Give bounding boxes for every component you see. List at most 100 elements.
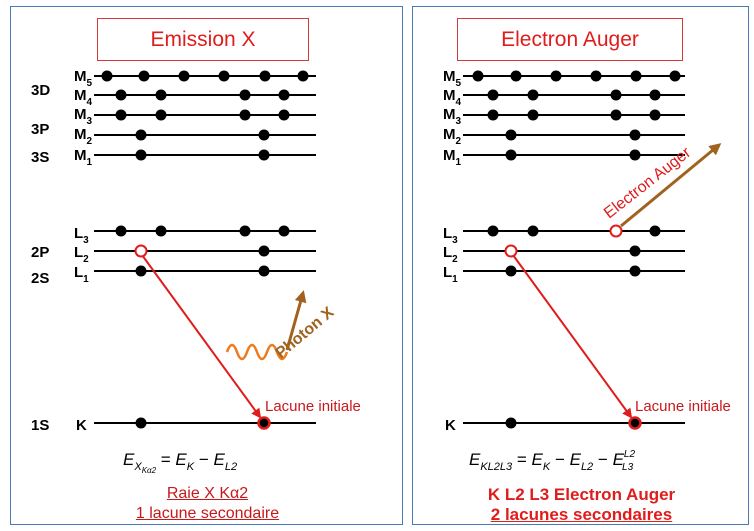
electron: [155, 225, 167, 237]
shell-label-2s: 2S: [31, 270, 49, 287]
electron: [138, 70, 150, 82]
level-label-m2: M2: [443, 126, 462, 147]
level-label-m2: M2: [74, 126, 93, 147]
emission-diagram: 3D 3P 3S 2P 2S 1S M5 M4 M3 M2 M1 L3 L2 L…: [31, 68, 361, 475]
level-label-m1: M1: [443, 147, 462, 168]
electron: [278, 225, 290, 237]
electron: [258, 129, 270, 141]
electron: [487, 225, 499, 237]
electron: [669, 70, 681, 82]
electron: [258, 245, 270, 257]
electron: [297, 70, 309, 82]
electrons: [101, 70, 309, 429]
electron: [278, 109, 290, 121]
electron: [487, 109, 499, 121]
level-label-l2: L2: [443, 244, 458, 265]
transition-arrow: [512, 254, 633, 419]
electron-auger-panel: Electron Auger M5 M4 M3 M2 M1 L3 L2 L1 K: [412, 6, 749, 525]
secondary-vacancy: [134, 244, 148, 258]
shell-label-3p: 3P: [31, 121, 49, 138]
initial-vacancy: [628, 416, 642, 430]
electrons: [472, 70, 681, 429]
shell-label-3d: 3D: [31, 82, 50, 99]
electron: [135, 149, 147, 161]
energy-equation: EXKα2 = EK − EL2: [123, 450, 237, 475]
electron: [258, 265, 270, 277]
electron: [135, 129, 147, 141]
electron: [527, 109, 539, 121]
electron: [610, 89, 622, 101]
electron: [527, 89, 539, 101]
level-label-m5: M5: [443, 68, 462, 89]
electron: [135, 417, 147, 429]
electron: [115, 225, 127, 237]
level-label-l3: L3: [443, 225, 458, 246]
caption-line-2: 2 lacunes secondaires: [490, 505, 673, 524]
electron: [239, 225, 251, 237]
electron: [239, 109, 251, 121]
photon-wave: [225, 343, 289, 361]
electron: [505, 149, 517, 161]
shell-label-2p: 2P: [31, 244, 49, 261]
electron: [649, 89, 661, 101]
electron: [278, 89, 290, 101]
caption-line-1: Raie X Kα2: [166, 485, 249, 502]
level-label-l1: L1: [443, 264, 458, 285]
electron: [218, 70, 230, 82]
level-label-m5: M5: [74, 68, 93, 89]
electron: [155, 109, 167, 121]
electron: [630, 70, 642, 82]
electron: [629, 245, 641, 257]
electron: [629, 149, 641, 161]
electron: [527, 225, 539, 237]
electron: [115, 89, 127, 101]
level-label-m3: M3: [443, 106, 462, 127]
caption-line-1: K L2 L3 Electron Auger: [487, 485, 676, 504]
level-label-k: K: [445, 417, 456, 434]
initial-vacancy: [257, 416, 271, 430]
energy-equation: EKL2L3 = EK − EL2 − EL2 L3: [469, 449, 635, 473]
electron: [259, 70, 271, 82]
electron: [472, 70, 484, 82]
photon-arrow: [285, 290, 307, 351]
electron: [135, 265, 147, 277]
secondary-vacancy-l2: [504, 244, 518, 258]
electron: [505, 265, 517, 277]
electron: [258, 149, 270, 161]
photon-label: Photon X: [273, 304, 338, 362]
electron: [155, 89, 167, 101]
electron: [505, 129, 517, 141]
electron: [649, 109, 661, 121]
auger-electron-arrow: [620, 143, 722, 228]
level-label-m4: M4: [443, 87, 462, 108]
electron: [487, 89, 499, 101]
vacancy-label: Lacune initiale: [265, 398, 361, 415]
emission-x-panel: Emission X 3D 3P 3S 2P 2S 1S M5 M4 M3 M2…: [10, 6, 403, 525]
electron: [239, 89, 251, 101]
auger-diagram: M5 M4 M3 M2 M1 L3 L2 L1 K: [443, 68, 731, 473]
panel-title: Emission X: [97, 18, 309, 61]
level-label-l2: L2: [74, 244, 89, 265]
electron: [629, 129, 641, 141]
secondary-vacancy-l3: [609, 224, 623, 238]
energy-levels: [463, 75, 685, 424]
vacancy-label: Lacune initiale: [635, 398, 731, 415]
electron: [610, 109, 622, 121]
energy-levels: [94, 75, 316, 424]
electron: [510, 70, 522, 82]
level-label-l1: L1: [74, 264, 89, 285]
level-label-m4: M4: [74, 87, 93, 108]
level-label-k: K: [76, 417, 87, 434]
panel-title: Electron Auger: [457, 18, 683, 61]
level-label-m3: M3: [74, 106, 93, 127]
electron: [649, 225, 661, 237]
electron: [629, 265, 641, 277]
electron: [178, 70, 190, 82]
shell-label-3s: 3S: [31, 149, 49, 166]
electron: [505, 417, 517, 429]
electron: [550, 70, 562, 82]
electron: [101, 70, 113, 82]
transition-arrow: [141, 254, 262, 419]
level-label-m1: M1: [74, 147, 93, 168]
level-label-l3: L3: [74, 225, 89, 246]
